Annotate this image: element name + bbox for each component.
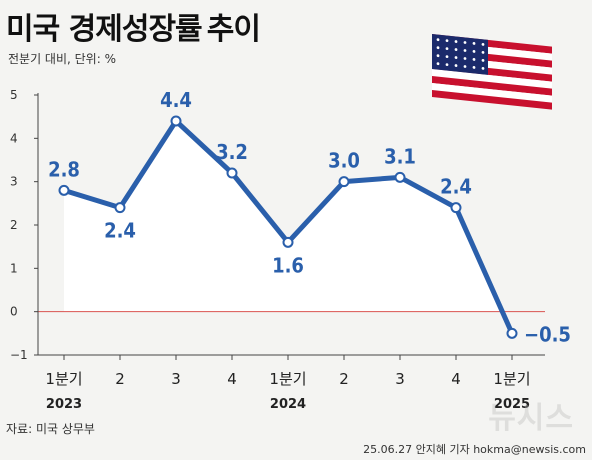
y-tick-label: 2	[10, 218, 18, 232]
flag-star	[472, 58, 476, 61]
x-tick-label: 1분기	[493, 370, 530, 388]
flag-stripe	[432, 90, 552, 110]
title-light: 추이	[206, 12, 261, 47]
data-label: 1.6	[272, 253, 304, 277]
x-tick-label: 3	[395, 370, 405, 388]
chart-title: 미국 경제성장률 추이	[6, 4, 261, 48]
flag-star	[463, 49, 467, 52]
flag-star	[481, 66, 485, 70]
data-point	[506, 327, 518, 339]
y-tick-label: 3	[10, 175, 18, 189]
area-fill	[64, 121, 503, 312]
flag-stripe	[432, 83, 552, 103]
data-point	[114, 202, 126, 214]
x-year-label: 2025	[494, 397, 530, 412]
x-tick-label: 2	[339, 370, 349, 388]
flag-star	[472, 42, 476, 45]
flag-star	[481, 50, 485, 54]
credit-line: 25.06.27 안지혜 기자 hokma@newsis.com	[363, 443, 586, 456]
flag-star	[454, 64, 458, 67]
flag-star	[472, 50, 476, 53]
data-point	[226, 167, 238, 179]
data-label: 4.4	[160, 88, 192, 112]
x-year-label: 2024	[270, 397, 306, 412]
us-flag-icon	[432, 34, 552, 110]
flag-star	[454, 56, 458, 59]
data-label: 2.8	[48, 157, 80, 181]
data-points	[58, 115, 518, 339]
y-tick-label: −1	[10, 348, 28, 362]
data-point	[338, 176, 350, 188]
data-label: 2.4	[104, 219, 136, 243]
x-tick-label: 4	[227, 370, 237, 388]
x-tick-label: 1분기	[45, 370, 82, 388]
flag-star	[445, 63, 449, 67]
x-tick-label: 2	[115, 370, 125, 388]
chart-subtitle: 전분기 대비, 단위: %	[8, 52, 116, 66]
data-point	[394, 171, 406, 183]
data-label: −0.5	[524, 322, 571, 346]
flag-star	[436, 54, 440, 58]
title-bold: 미국 경제성장률	[6, 12, 203, 47]
data-label: 3.2	[216, 140, 248, 164]
y-axis: −1 0 1 2 3 4 5	[10, 88, 39, 362]
y-tick-label: 1	[10, 261, 18, 275]
flag-star	[481, 42, 485, 46]
x-tick-label: 1분기	[269, 370, 306, 388]
flag-star	[445, 55, 449, 59]
data-point	[170, 115, 182, 127]
data-labels: 2.8 2.4 4.4 3.2 1.6 3.0 3.1 2.4 −0.5	[48, 88, 571, 346]
data-point	[282, 236, 294, 248]
x-year-label: 2023	[46, 397, 82, 412]
data-point	[450, 202, 462, 214]
flag-canton	[432, 34, 488, 75]
flag-star	[454, 40, 458, 43]
flag-star	[463, 41, 467, 44]
data-label: 2.4	[440, 175, 472, 199]
flag-star	[445, 47, 449, 51]
y-tick-label: 4	[10, 131, 18, 145]
flag-star	[463, 57, 467, 60]
flag-stripe	[432, 76, 552, 96]
flag-star	[472, 66, 476, 69]
flag-star	[436, 38, 440, 42]
data-label: 3.1	[384, 144, 416, 168]
y-tick-label: 5	[10, 88, 18, 102]
x-axis: 1분기 2 3 4 1분기 2 3 4 1분기 2023 2024 2025	[45, 355, 531, 412]
flag-stripe	[432, 69, 552, 89]
flag-star	[463, 65, 467, 68]
flag-star	[436, 62, 440, 66]
flag-star	[436, 46, 440, 50]
data-point	[58, 184, 70, 196]
watermark: 뉴시스	[488, 401, 574, 436]
y-tick-label: 0	[10, 305, 18, 319]
source-note: 자료: 미국 상무부	[6, 422, 95, 436]
flag-star	[454, 48, 458, 51]
flag-star	[445, 39, 449, 43]
x-tick-label: 3	[171, 370, 181, 388]
x-tick-label: 4	[451, 370, 461, 388]
data-label: 3.0	[328, 149, 360, 173]
flag-star	[481, 58, 485, 62]
